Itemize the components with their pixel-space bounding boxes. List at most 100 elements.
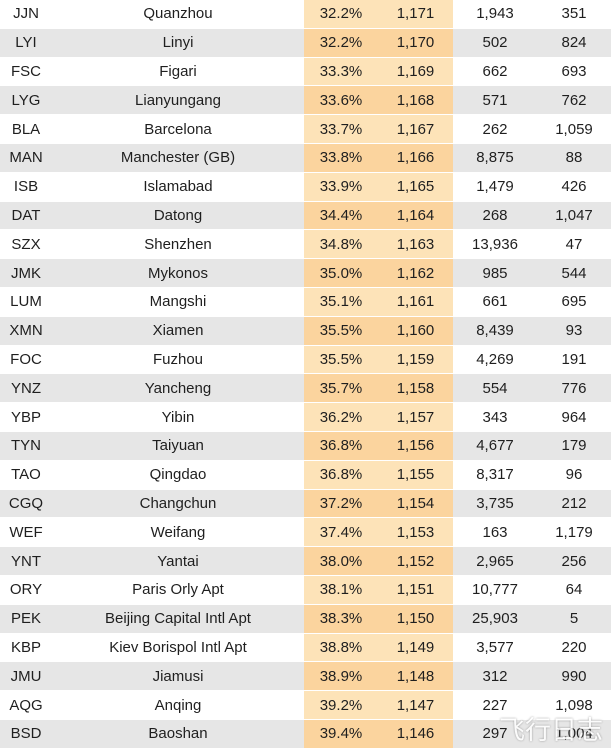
airport-code-cell: BSD [10, 725, 42, 743]
rank-cell: 1,169 [378, 57, 453, 86]
city-name-cell: Figari [159, 62, 197, 80]
table-row: JMK Mykonos 35.0% 1,162 985 544 [0, 259, 611, 288]
rank-cell: 1,164 [378, 201, 453, 230]
count-cell: 554 [482, 379, 508, 397]
airport-code-cell: KBP [10, 638, 41, 656]
airport-code-cell: LYI [15, 34, 37, 52]
count-cell: 13,936 [472, 235, 518, 253]
table-row: LYG Lianyungang 33.6% 1,168 571 762 [0, 86, 611, 116]
position-cell: 1,047 [555, 206, 593, 224]
airport-code-cell: CGQ [8, 494, 44, 512]
count-cell: 502 [482, 34, 508, 52]
percentage-cell: 38.1% [304, 575, 378, 604]
percentage-cell: 32.2% [304, 28, 378, 57]
percentage-cell: 38.0% [304, 547, 378, 575]
count-cell: 262 [482, 120, 508, 138]
rank-cell: 1,154 [378, 489, 453, 518]
city-name-cell: Kiev Borispol Intl Apt [109, 638, 247, 656]
rank-cell: 1,168 [378, 86, 453, 115]
count-cell: 227 [482, 696, 508, 714]
count-cell: 571 [482, 91, 508, 109]
airport-code-cell: YNT [11, 552, 41, 570]
count-cell: 3,577 [476, 638, 514, 656]
city-name-cell: Islamabad [143, 178, 213, 196]
percentage-cell: 37.2% [304, 489, 378, 518]
percentage-cell: 34.4% [304, 201, 378, 230]
count-cell: 661 [482, 293, 508, 311]
rank-cell: 1,152 [378, 547, 453, 575]
city-name-cell: Yantai [157, 552, 199, 570]
position-cell: 1,004 [555, 725, 593, 743]
count-cell: 8,439 [476, 322, 514, 340]
city-name-cell: Yancheng [144, 379, 212, 397]
position-cell: 695 [561, 293, 587, 311]
percentage-cell: 38.8% [304, 633, 378, 662]
table-row: BLA Barcelona 33.7% 1,167 262 1,059 [0, 115, 611, 144]
rank-cell: 1,158 [378, 374, 453, 403]
table-row: FOC Fuzhou 35.5% 1,159 4,269 191 [0, 345, 611, 375]
percentage-cell: 38.3% [304, 604, 378, 633]
position-cell: 824 [561, 34, 587, 52]
percentage-cell: 33.6% [304, 86, 378, 115]
airport-code-cell: LUM [10, 293, 42, 311]
table-row: FSC Figari 33.3% 1,169 662 693 [0, 57, 611, 87]
airport-code-cell: YNZ [11, 379, 41, 397]
table-row: ISB Islamabad 33.9% 1,165 1,479 426 [0, 172, 611, 202]
position-cell: 47 [565, 235, 583, 253]
rank-cell: 1,159 [378, 345, 453, 374]
city-name-cell: Qingdao [149, 466, 207, 484]
position-cell: 220 [561, 638, 587, 656]
rank-cell: 1,165 [378, 172, 453, 201]
city-name-cell: Anqing [154, 696, 202, 714]
position-cell: 1,179 [555, 523, 593, 541]
percentage-cell: 33.3% [304, 57, 378, 86]
table-row: JJN Quanzhou 32.2% 1,171 1,943 351 [0, 0, 611, 29]
table-row: TAO Qingdao 36.8% 1,155 8,317 96 [0, 460, 611, 490]
city-name-cell: Lianyungang [135, 91, 221, 109]
count-cell: 10,777 [472, 581, 518, 599]
percentage-cell: 37.4% [304, 518, 378, 547]
rank-cell: 1,162 [378, 259, 453, 287]
count-cell: 4,269 [476, 350, 514, 368]
table-row: YNZ Yancheng 35.7% 1,158 554 776 [0, 374, 611, 404]
position-cell: 351 [561, 5, 587, 23]
city-name-cell: Taiyuan [152, 437, 204, 455]
position-cell: 64 [565, 581, 583, 599]
position-cell: 93 [565, 322, 583, 340]
airport-code-cell: FOC [10, 350, 42, 368]
count-cell: 1,943 [476, 5, 514, 23]
table-row: YBP Yibin 36.2% 1,157 343 964 [0, 403, 611, 432]
position-cell: 693 [561, 62, 587, 80]
city-name-cell: Shenzhen [144, 235, 212, 253]
city-name-cell: Mangshi [149, 293, 207, 311]
position-cell: 212 [561, 494, 587, 512]
percentage-cell: 34.8% [304, 230, 378, 259]
city-name-cell: Quanzhou [143, 5, 213, 23]
position-cell: 776 [561, 379, 587, 397]
rank-cell: 1,153 [378, 518, 453, 547]
city-name-cell: Datong [153, 206, 203, 224]
percentage-cell: 35.1% [304, 287, 378, 316]
percentage-cell: 35.5% [304, 345, 378, 374]
table-row: BSD Baoshan 39.4% 1,146 297 1,004 [0, 719, 611, 749]
airport-code-cell: WEF [9, 523, 43, 541]
city-name-cell: Barcelona [144, 120, 212, 138]
airport-code-cell: LYG [11, 91, 41, 109]
city-name-cell: Weifang [150, 523, 206, 541]
city-name-cell: Linyi [162, 34, 194, 52]
count-cell: 268 [482, 206, 508, 224]
airport-code-cell: YBP [10, 408, 41, 426]
percentage-cell: 36.8% [304, 460, 378, 489]
city-name-cell: Mykonos [147, 264, 209, 282]
percentage-cell: 39.4% [304, 719, 378, 748]
rank-cell: 1,157 [378, 403, 453, 431]
count-cell: 4,677 [476, 437, 514, 455]
airport-code-cell: MAN [9, 149, 43, 167]
rank-cell: 1,151 [378, 575, 453, 604]
position-cell: 426 [561, 178, 587, 196]
table-row: KBP Kiev Borispol Intl Apt 38.8% 1,149 3,577… [0, 633, 611, 663]
count-cell: 3,735 [476, 494, 514, 512]
table-row: LUM Mangshi 35.1% 1,161 661 695 [0, 287, 611, 317]
rank-cell: 1,170 [378, 28, 453, 57]
rank-cell: 1,150 [378, 604, 453, 633]
